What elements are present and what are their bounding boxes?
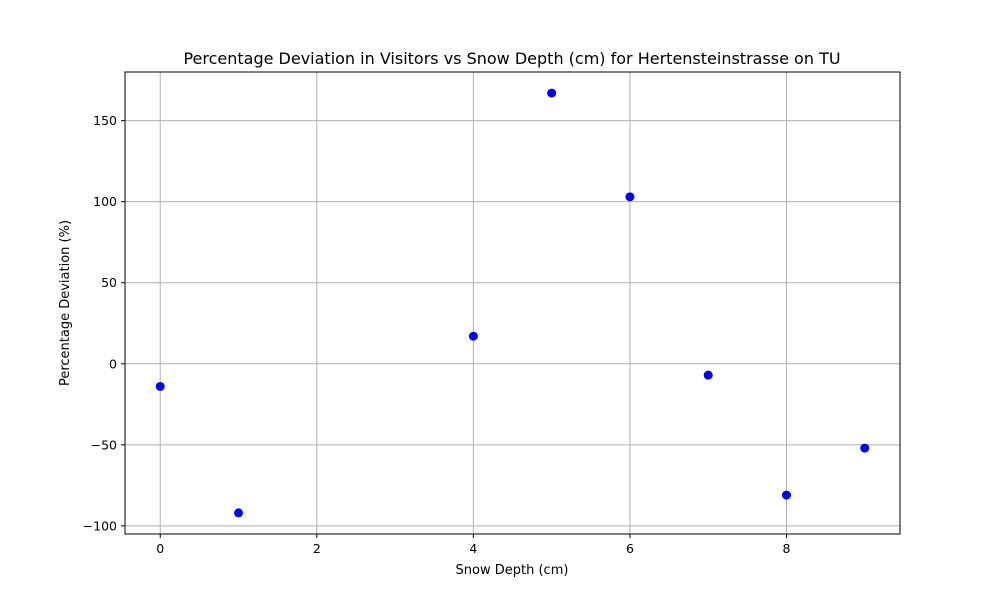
grid-lines (125, 72, 900, 534)
y-tick-label: −50 (91, 437, 117, 452)
y-tick-label: 50 (101, 275, 117, 290)
data-point (468, 331, 478, 341)
y-tick-label: −100 (83, 518, 117, 533)
data-point (547, 88, 557, 98)
data-point (234, 508, 244, 518)
x-tick-label: 2 (313, 541, 321, 556)
data-point (703, 370, 713, 380)
x-tick-label: 6 (626, 541, 634, 556)
data-point (860, 443, 870, 453)
data-points (155, 88, 870, 518)
y-tick-label: 100 (93, 194, 117, 209)
y-tick-label: 150 (93, 113, 117, 128)
plot-area-frame (124, 71, 901, 535)
data-point (625, 192, 635, 202)
data-point (155, 381, 165, 391)
y-axis-label: Percentage Deviation (%) (58, 220, 73, 386)
x-tick-label: 4 (469, 541, 477, 556)
x-tick-label: 8 (783, 541, 791, 556)
axis-ticks: 0 2 4 6 8 −100 −50 0 50 100 150 (83, 113, 791, 556)
y-tick-label: 0 (109, 356, 117, 371)
data-point (781, 490, 791, 500)
chart-title: Percentage Deviation in Visitors vs Snow… (183, 49, 840, 68)
x-axis-label: Snow Depth (cm) (456, 563, 569, 578)
x-tick-label: 0 (156, 541, 164, 556)
